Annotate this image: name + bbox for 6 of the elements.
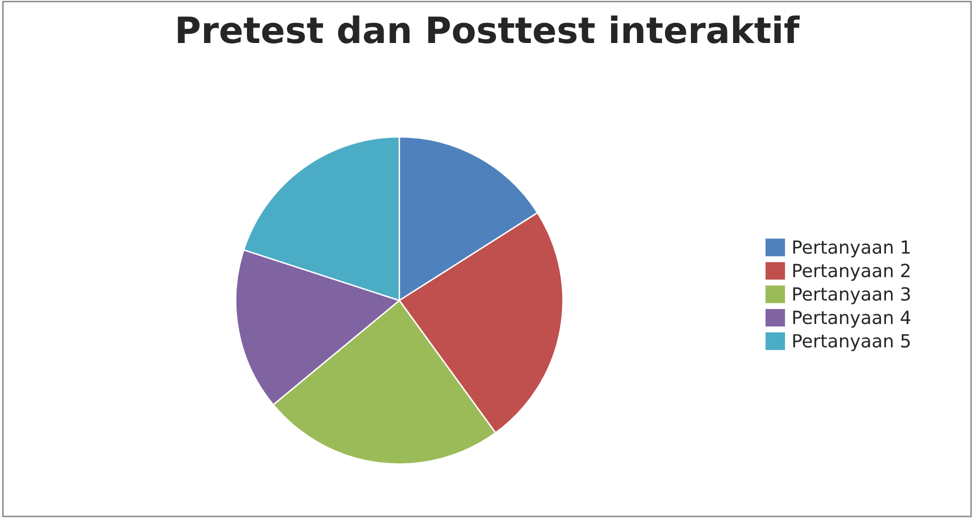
legend-label: Pertanyaan 2 bbox=[793, 264, 910, 281]
legend-label: Pertanyaan 3 bbox=[793, 287, 910, 304]
legend-label: Pertanyaan 4 bbox=[793, 310, 910, 328]
legend-label: Pertanyaan 5 bbox=[793, 334, 910, 352]
chart-title: Pretest dan Posttest interaktif bbox=[178, 16, 800, 44]
legend-label: Pertanyaan 1 bbox=[793, 240, 910, 258]
